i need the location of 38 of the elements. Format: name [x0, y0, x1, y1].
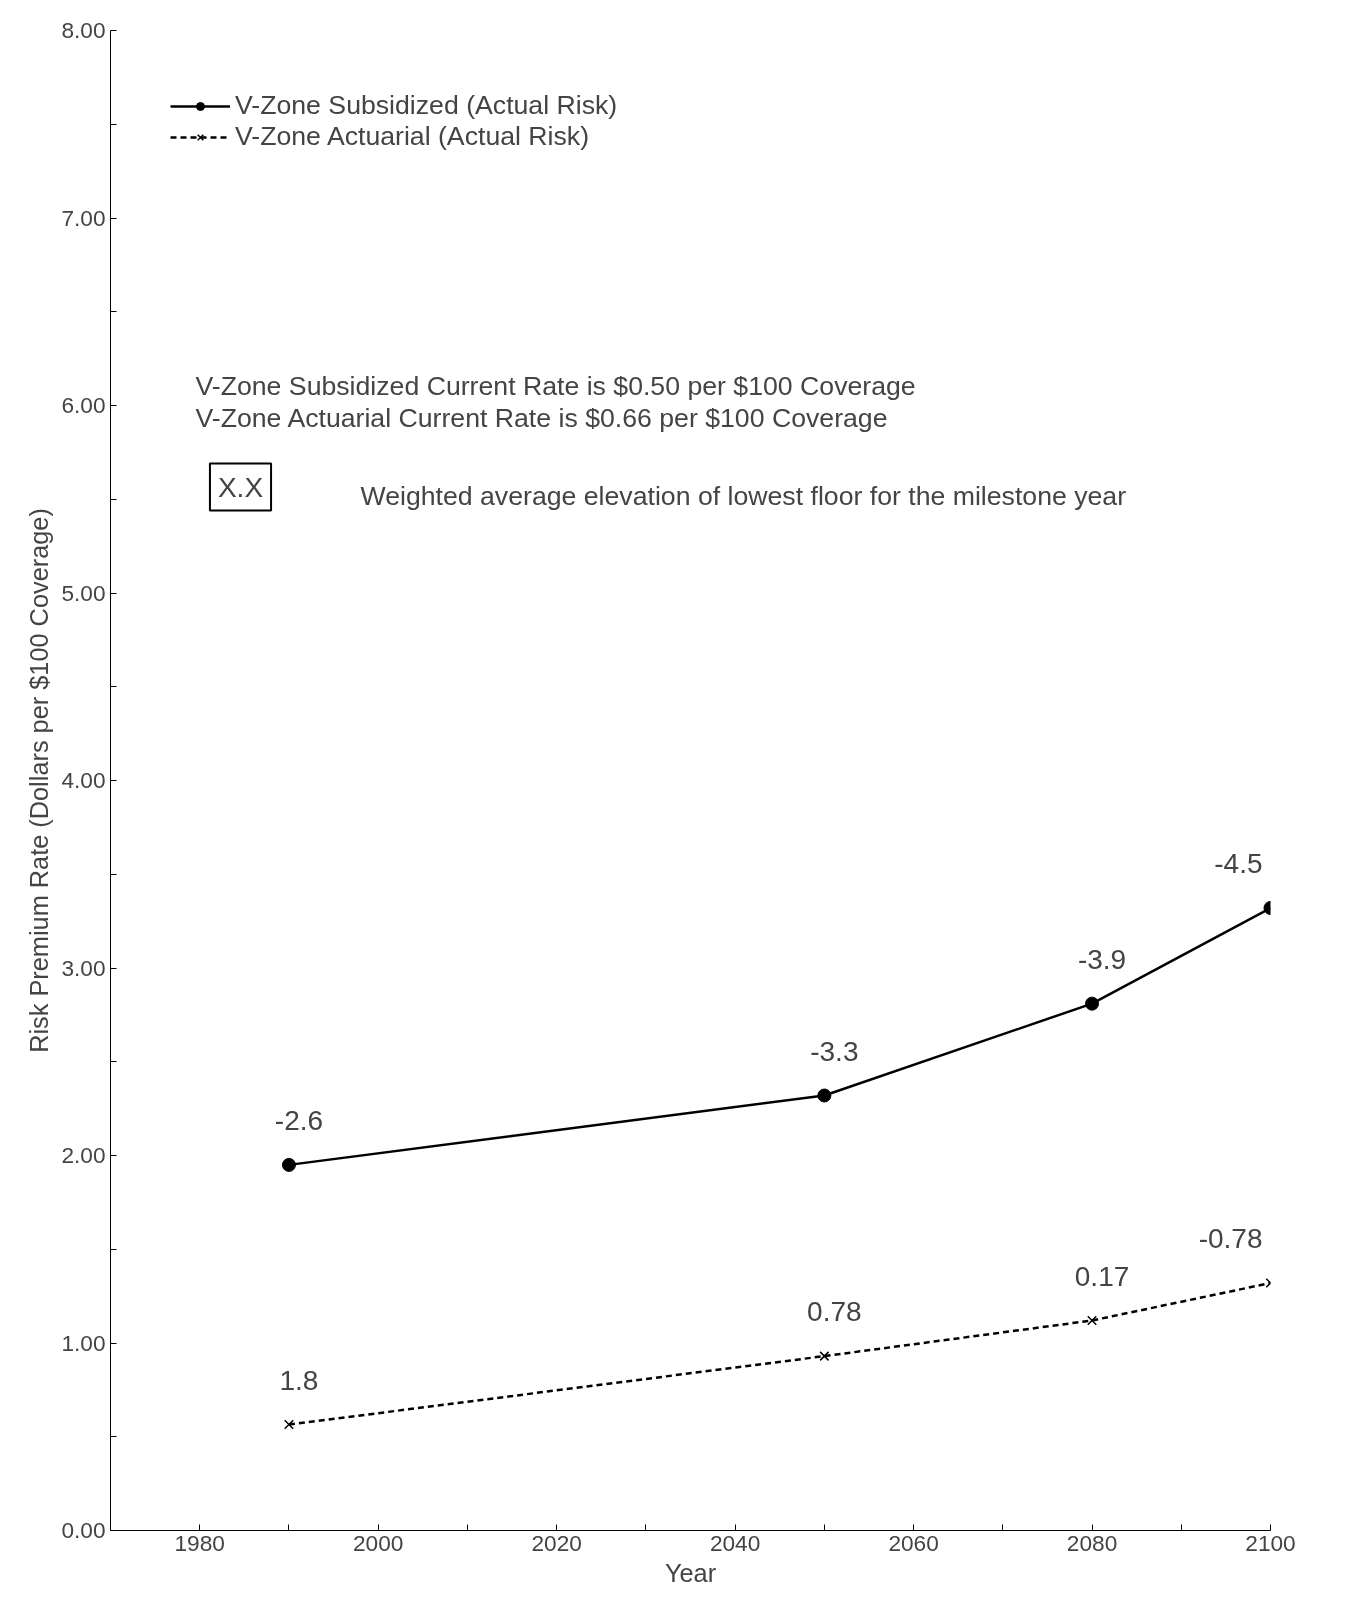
annotation: -0.78 — [1198, 1223, 1263, 1254]
annotation: Weighted average elevation of lowest floor for the milestone year — [360, 480, 1127, 511]
annotation: -3.3 — [810, 1035, 859, 1067]
annotation: V-Zone Subsidized Current Rate is $0.50 per $100 Coverage — [195, 370, 916, 401]
annotation: -2.6 — [274, 1104, 324, 1136]
x-tick-label: 1980 — [174, 1529, 225, 1556]
y-tick-label: 0.00 — [61, 1517, 106, 1543]
point — [817, 1088, 832, 1103]
legend-label: V-Zone Actuarial (Actual Risk) — [235, 121, 590, 152]
x-tick-label: 2040 — [709, 1529, 761, 1556]
legend-label: V-Zone Subsidized (Actual Risk) — [235, 90, 618, 121]
point — [281, 1157, 296, 1172]
annotation: 0.78 — [807, 1296, 862, 1328]
y-tick-label: 5.00 — [61, 579, 106, 606]
x-tick-label: 2080 — [1066, 1529, 1118, 1556]
x-tick-label: 2000 — [352, 1529, 404, 1556]
x-tick-label: 2020 — [531, 1529, 582, 1556]
y-tick-label: 6.00 — [61, 392, 106, 418]
y-tick-label: 2.00 — [61, 1142, 106, 1168]
point — [1087, 1315, 1098, 1326]
y-tick-label: 1.00 — [61, 1329, 106, 1356]
annotation: -3.9 — [1077, 943, 1127, 975]
annotation: 0.17 — [1074, 1260, 1130, 1292]
annotation: X.X — [217, 471, 264, 503]
annotation: 1.8 — [279, 1364, 319, 1396]
annotation: -4.5 — [1214, 848, 1263, 879]
y-tick-label: 8.00 — [61, 17, 106, 43]
y-tick-label: 4.00 — [61, 767, 106, 793]
point — [819, 1351, 830, 1362]
x-tick-label: 2060 — [888, 1529, 939, 1556]
annotation: V-Zone Actuarial Current Rate is $0.66 per $100 Coverage — [195, 402, 888, 433]
y-axis-title: Risk Premium Rate (Dollars per $100 Coverage) — [25, 508, 54, 1053]
x-tick-label: 2100 — [1245, 1529, 1296, 1556]
x-axis-title: Year — [664, 1558, 717, 1587]
y-tick-label: 3.00 — [61, 954, 106, 981]
y-tick-label: 7.00 — [61, 204, 106, 231]
point — [1085, 996, 1100, 1011]
point — [283, 1419, 294, 1430]
